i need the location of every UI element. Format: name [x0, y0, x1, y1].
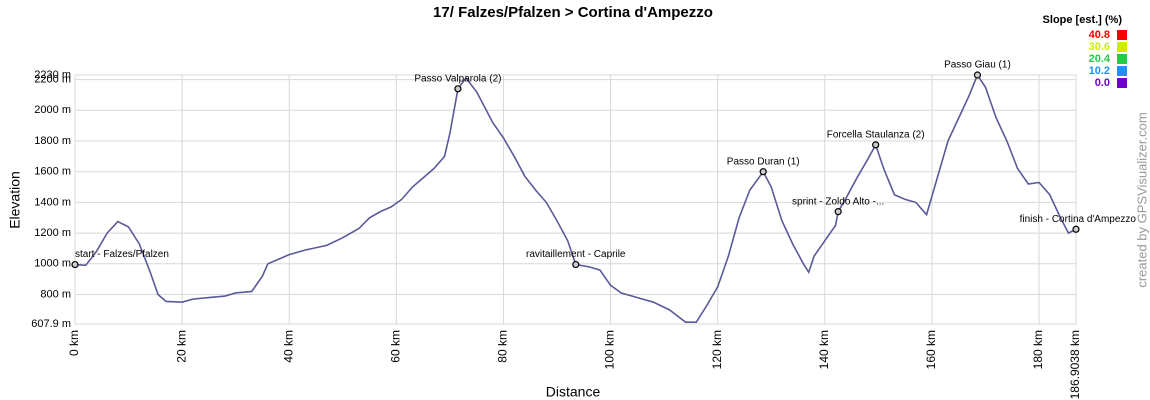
- waypoint-marker: [572, 260, 580, 269]
- x-axis-label: Distance: [546, 384, 601, 400]
- legend-swatch: [1117, 54, 1127, 64]
- legend-label: 0.0: [1095, 77, 1110, 89]
- waypoint-label: start - Falzes/Pfalzen: [75, 249, 169, 260]
- waypoint-marker: [872, 141, 880, 149]
- waypoint-label: Passo Valparola (2): [414, 73, 501, 84]
- legend-label: 40.8: [1089, 29, 1110, 41]
- y-tick-label: 2000 m: [34, 104, 71, 116]
- plot-area: [74, 74, 1077, 325]
- y-tick-label: 2230 m: [34, 69, 71, 81]
- waypoint-marker: [1072, 225, 1080, 233]
- x-tick-label: 0 km: [67, 330, 81, 356]
- y-tick-label: 1200 m: [34, 227, 71, 239]
- y-axis-label: Elevation: [7, 171, 23, 229]
- x-tick-label: 100 km: [603, 330, 617, 369]
- waypoint-label: Passo Giau (1): [944, 60, 1011, 71]
- elevation-line: [74, 73, 1077, 323]
- waypoint-label: Passo Duran (1): [727, 156, 800, 167]
- legend-label: 30.6: [1089, 41, 1110, 53]
- waypoint-marker: [834, 208, 842, 216]
- x-tick-label: 20 km: [174, 330, 188, 363]
- legend-label: 20.4: [1089, 53, 1111, 65]
- waypoint-label: Forcella Staulanza (2): [827, 129, 925, 140]
- x-tick-label: 160 km: [924, 330, 938, 369]
- x-tick-label: 120 km: [710, 330, 724, 369]
- y-tick-label: 1400 m: [34, 196, 71, 208]
- waypoint-marker: [71, 260, 79, 269]
- y-tick-label: 1800 m: [34, 135, 71, 147]
- y-tick-label: 2200 m: [34, 74, 71, 86]
- x-tick-label: 40 km: [281, 330, 295, 363]
- legend-swatch: [1117, 66, 1127, 76]
- legend-swatch: [1117, 30, 1127, 40]
- legend-title: Slope [est.] (%): [1043, 14, 1123, 26]
- waypoint-marker: [454, 85, 462, 93]
- legend-swatch: [1117, 78, 1127, 88]
- y-tick-label: 800 m: [40, 288, 71, 300]
- waypoint-label: finish - Cortina d'Ampezzo: [1020, 214, 1137, 225]
- y-tick-label: 607.9 m: [31, 318, 71, 330]
- waypoint-marker: [973, 71, 982, 79]
- y-tick-label: 1000 m: [34, 258, 71, 270]
- waypoint-marker: [759, 168, 767, 176]
- legend-label: 10.2: [1089, 65, 1110, 77]
- waypoint-label: sprint - Zoldo Alto -...: [792, 196, 884, 207]
- x-tick-label: 60 km: [389, 330, 403, 363]
- chart-title: 17/ Falzes/Pfalzen > Cortina d'Ampezzo: [433, 4, 713, 21]
- x-tick-label: 180 km: [1031, 330, 1045, 369]
- y-tick-label: 1600 m: [34, 166, 71, 178]
- x-tick-label: 80 km: [496, 330, 510, 363]
- x-tick-label: 186.9038 km: [1068, 330, 1082, 399]
- x-tick-label: 140 km: [817, 330, 831, 369]
- legend-swatch: [1117, 42, 1127, 52]
- waypoint-label: ravitaillement - Caprile: [526, 249, 626, 260]
- watermark: created by GPSVisualizer.com: [1134, 112, 1149, 287]
